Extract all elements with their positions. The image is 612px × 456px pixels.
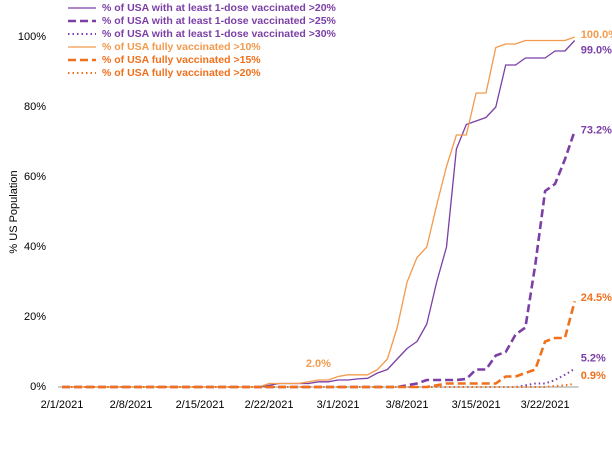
series-line (62, 367, 576, 388)
legend-label: % of USA fully vaccinated >20% (102, 67, 261, 79)
legend-label: % of USA with at least 1-dose vaccinated… (102, 15, 337, 27)
x-tick-label: 2/15/2021 (176, 399, 225, 411)
series-line (62, 130, 576, 389)
series-line (62, 300, 576, 389)
y-tick-label: 20% (24, 311, 46, 323)
legend-label: % of USA fully vaccinated >15% (102, 54, 261, 66)
legend-label: % of USA fully vaccinated >10% (102, 41, 261, 53)
value-label: 24.5% (581, 292, 612, 304)
x-tick-label: 2/22/2021 (245, 399, 294, 411)
y-tick-label: 0% (30, 381, 46, 393)
value-label: 0.9% (581, 370, 606, 382)
x-tick-label: 2/8/2021 (110, 399, 153, 411)
x-tick-label: 3/22/2021 (521, 399, 570, 411)
y-tick-label: 80% (24, 101, 46, 113)
legend-label: % of USA with at least 1-dose vaccinated… (102, 2, 337, 14)
y-tick-label: 40% (24, 241, 46, 253)
y-tick-label: 60% (24, 171, 46, 183)
y-tick-label: 100% (18, 31, 46, 43)
series-line (62, 36, 575, 388)
value-label: 5.2% (581, 353, 606, 365)
value-label: 99.0% (581, 44, 612, 56)
value-label: 100.0% (581, 29, 612, 41)
series-line (62, 40, 576, 388)
x-tick-label: 3/1/2021 (317, 399, 360, 411)
x-tick-label: 3/15/2021 (452, 399, 501, 411)
legend-label: % of USA with at least 1-dose vaccinated… (102, 28, 337, 40)
y-axis-label: % US Population (8, 170, 20, 253)
x-tick-label: 3/8/2021 (386, 399, 429, 411)
value-label: 73.2% (581, 125, 612, 137)
x-tick-label: 2/1/2021 (41, 399, 84, 411)
value-label: 2.0% (306, 358, 331, 370)
